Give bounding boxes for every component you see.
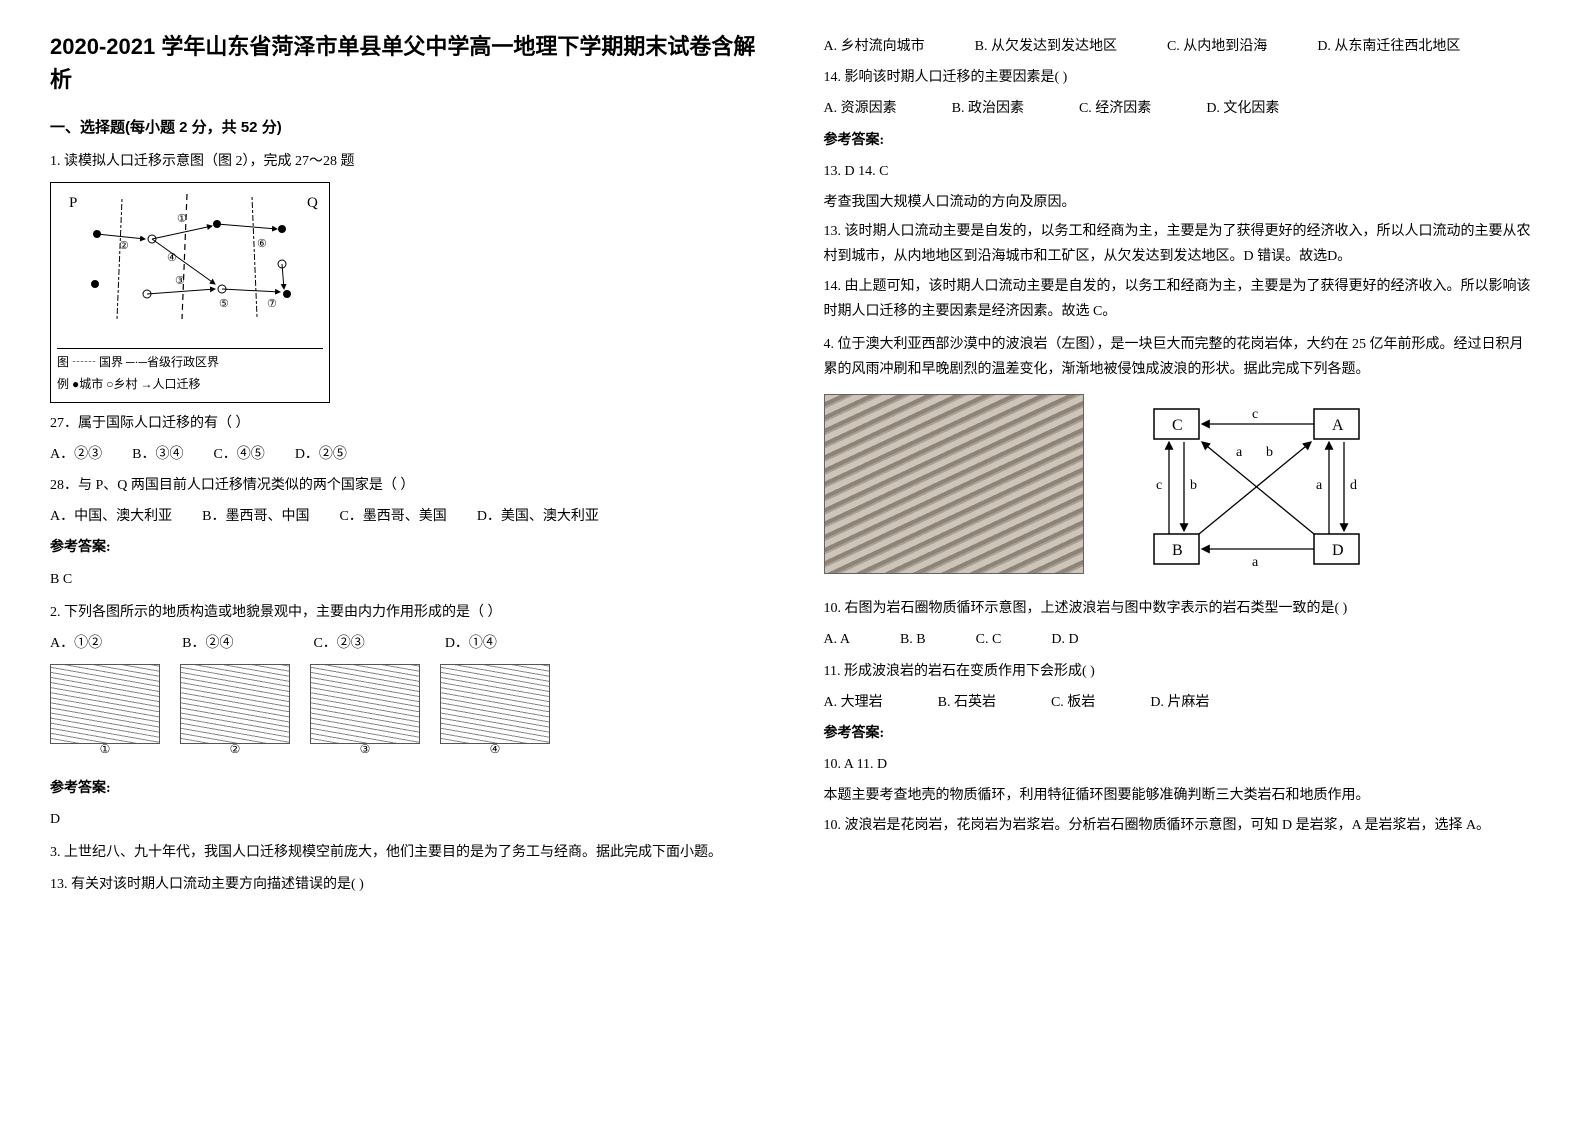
opt: C．②③: [313, 631, 364, 656]
geo-diagram-3: [310, 664, 420, 744]
opt: B. B: [900, 627, 926, 652]
q1-ans-header: 参考答案:: [50, 535, 764, 560]
q4-ans-header: 参考答案:: [824, 721, 1538, 746]
opt: A．①②: [50, 631, 102, 656]
opt: C．墨西哥、美国: [339, 504, 446, 529]
wave-rock-photo: [824, 394, 1084, 574]
q3-sub13-stem: 13. 有关对该时期人口流动主要方向描述错误的是( ): [50, 872, 764, 897]
q2-diagrams: [50, 664, 550, 744]
svg-text:④: ④: [167, 252, 177, 264]
q3-sub14-options: A. 资源因素 B. 政治因素 C. 经济因素 D. 文化因素: [824, 96, 1538, 121]
opt: A. 乡村流向城市: [824, 34, 925, 59]
opt: D．①④: [445, 631, 497, 656]
q4-sub11-stem: 11. 形成波浪岩的岩石在变质作用下会形成( ): [824, 659, 1538, 684]
opt: A. 大理岩: [824, 690, 883, 715]
q3-sub14-stem: 14. 影响该时期人口迁移的主要因素是( ): [824, 65, 1538, 90]
opt: D．②⑤: [295, 442, 347, 467]
svg-text:B: B: [1172, 542, 1183, 559]
opt: A. 资源因素: [824, 96, 897, 121]
right-column: A. 乡村流向城市 B. 从欠发达到发达地区 C. 从内地到沿海 D. 从东南迁…: [824, 30, 1538, 903]
svg-text:b: b: [1190, 478, 1197, 493]
opt: C. 经济因素: [1079, 96, 1151, 121]
q4-stem: 4. 位于澳大利亚西部沙漠中的波浪岩（左图），是一块巨大而完整的花岗岩体，大约在…: [824, 332, 1538, 382]
svg-text:c: c: [1252, 407, 1258, 422]
geo-diagram-2: [180, 664, 290, 744]
migration-diagram: P Q: [57, 189, 321, 339]
q3-ans-header: 参考答案:: [824, 128, 1538, 153]
opt: D. D: [1051, 627, 1078, 652]
opt: A．②③: [50, 442, 102, 467]
q1-sub27-stem: 27．属于国际人口迁移的有（ ）: [50, 411, 764, 436]
exam-page: 2020-2021 学年山东省菏泽市单县单父中学高一地理下学期期末试卷含解析 一…: [0, 0, 1587, 933]
q4-explain-0: 本题主要考查地壳的物质循环，利用特征循环图要能够准确判断三大类岩石和地质作用。: [824, 783, 1538, 808]
left-column: 2020-2021 学年山东省菏泽市单县单父中学高一地理下学期期末试卷含解析 一…: [50, 30, 764, 903]
svg-text:D: D: [1332, 542, 1344, 559]
svg-text:Q: Q: [307, 195, 318, 211]
svg-text:a: a: [1236, 445, 1243, 460]
svg-text:⑦: ⑦: [267, 298, 277, 310]
q3-stem: 3. 上世纪八、九十年代，我国人口迁移规模空前庞大，他们主要目的是为了务工与经商…: [50, 840, 764, 865]
q1-figure: P Q: [50, 182, 330, 402]
geo-diagram-1: [50, 664, 160, 744]
q2-answer: D: [50, 807, 764, 832]
svg-text:①: ①: [177, 213, 187, 225]
svg-text:C: C: [1172, 417, 1183, 434]
q2-ans-header: 参考答案:: [50, 776, 764, 801]
svg-text:d: d: [1350, 478, 1357, 493]
opt: D. 片麻岩: [1150, 690, 1209, 715]
rock-cycle-diagram: C A B D c c b a d: [1114, 394, 1404, 584]
q4-sub10-options: A. A B. B C. C D. D: [824, 627, 1538, 652]
opt: D. 从东南迁往西北地区: [1317, 34, 1460, 59]
opt: C. 板岩: [1051, 690, 1095, 715]
q4-figures: C A B D c c b a d: [824, 394, 1538, 584]
q4-answer: 10. A 11. D: [824, 752, 1538, 777]
svg-text:⑤: ⑤: [219, 298, 229, 310]
q4-sub10-stem: 10. 右图为岩石圈物质循环示意图，上述波浪岩与图中数字表示的岩石类型一致的是(…: [824, 596, 1538, 621]
svg-text:⑥: ⑥: [257, 238, 267, 250]
opt: B. 石英岩: [938, 690, 996, 715]
svg-text:c: c: [1156, 478, 1162, 493]
q1-sub28-options: A．中国、澳大利亚 B．墨西哥、中国 C．墨西哥、美国 D．美国、澳大利亚: [50, 504, 764, 529]
opt: C. 从内地到沿海: [1167, 34, 1267, 59]
opt: B．墨西哥、中国: [202, 504, 309, 529]
svg-text:P: P: [69, 195, 77, 211]
opt: A. A: [824, 627, 850, 652]
q1-stem: 1. 读模拟人口迁移示意图（图 2），完成 27～28 题: [50, 149, 764, 174]
q3-sub13-options: A. 乡村流向城市 B. 从欠发达到发达地区 C. 从内地到沿海 D. 从东南迁…: [824, 34, 1538, 59]
svg-text:a: a: [1252, 555, 1259, 570]
opt: B. 从欠发达到发达地区: [975, 34, 1117, 59]
opt: B. 政治因素: [952, 96, 1024, 121]
q3-explain-0: 考查我国大规模人口流动的方向及原因。: [824, 190, 1538, 215]
svg-text:b: b: [1266, 445, 1273, 460]
opt: D．美国、澳大利亚: [477, 504, 599, 529]
q1-sub27-options: A．②③ B．③④ C．④⑤ D．②⑤: [50, 442, 764, 467]
q3-explain-1: 13. 该时期人口流动主要是自发的，以务工和经商为主，主要是为了获得更好的经济收…: [824, 219, 1538, 269]
svg-text:A: A: [1332, 417, 1344, 434]
legend-line-2: 例 ●城市 ○乡村 →人口迁移: [57, 374, 323, 396]
opt: B．②④: [182, 631, 233, 656]
q3-explain-2: 14. 由上题可知，该时期人口流动主要是自发的，以务工和经商为主，主要是为了获得…: [824, 274, 1538, 324]
q2-options: A．①② B．②④ C．②③ D．①④: [50, 631, 764, 656]
legend-line-1: 图 ┄┄ 国界 ─·─省级行政区界: [57, 352, 323, 374]
q3-answer: 13. D 14. C: [824, 159, 1538, 184]
svg-text:③: ③: [175, 275, 185, 287]
q4-sub11-options: A. 大理岩 B. 石英岩 C. 板岩 D. 片麻岩: [824, 690, 1538, 715]
svg-text:a: a: [1316, 478, 1323, 493]
exam-title: 2020-2021 学年山东省菏泽市单县单父中学高一地理下学期期末试卷含解析: [50, 30, 764, 96]
opt: C．④⑤: [213, 442, 264, 467]
opt: C. C: [976, 627, 1002, 652]
opt: D. 文化因素: [1206, 96, 1279, 121]
q2-stem: 2. 下列各图所示的地质构造或地貌景观中，主要由内力作用形成的是（ ）: [50, 600, 764, 625]
svg-text:②: ②: [119, 240, 129, 252]
q4-explain-1: 10. 波浪岩是花岗岩，花岗岩为岩浆岩。分析岩石圈物质循环示意图，可知 D 是岩…: [824, 813, 1538, 838]
q1-answer: B C: [50, 567, 764, 592]
q1-sub28-stem: 28．与 P、Q 两国目前人口迁移情况类似的两个国家是（ ）: [50, 473, 764, 498]
geo-diagram-4: [440, 664, 550, 744]
section-1-header: 一、选择题(每小题 2 分，共 52 分): [50, 114, 764, 141]
opt: A．中国、澳大利亚: [50, 504, 172, 529]
opt: B．③④: [132, 442, 183, 467]
